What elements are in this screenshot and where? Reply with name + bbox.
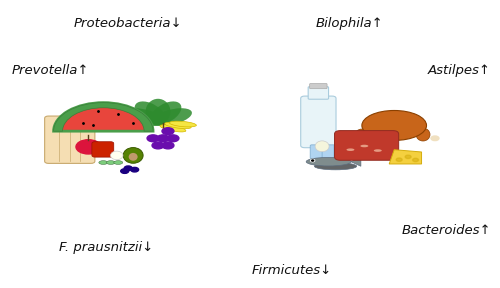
Circle shape <box>310 159 314 162</box>
Ellipse shape <box>134 101 166 125</box>
Ellipse shape <box>160 125 186 132</box>
Ellipse shape <box>416 128 430 141</box>
FancyBboxPatch shape <box>92 142 114 157</box>
Text: Proteobacteria↓: Proteobacteria↓ <box>74 17 182 30</box>
Circle shape <box>431 136 439 141</box>
Polygon shape <box>351 157 361 166</box>
FancyBboxPatch shape <box>334 130 398 160</box>
Ellipse shape <box>124 108 165 126</box>
Ellipse shape <box>146 99 171 124</box>
Ellipse shape <box>355 129 369 142</box>
Text: Firmicutes↓: Firmicutes↓ <box>252 264 332 277</box>
Text: F. prausnitzii↓: F. prausnitzii↓ <box>58 241 153 254</box>
Circle shape <box>405 155 411 159</box>
Circle shape <box>120 169 128 173</box>
Ellipse shape <box>360 145 368 147</box>
Ellipse shape <box>315 141 329 152</box>
Ellipse shape <box>114 161 122 164</box>
FancyBboxPatch shape <box>300 96 336 148</box>
Ellipse shape <box>151 108 192 126</box>
Circle shape <box>312 160 314 161</box>
FancyBboxPatch shape <box>308 87 328 99</box>
Circle shape <box>76 140 101 154</box>
Ellipse shape <box>346 148 354 151</box>
Ellipse shape <box>106 161 116 164</box>
Text: Bilophila↑: Bilophila↑ <box>316 17 384 30</box>
Ellipse shape <box>99 161 108 164</box>
Text: Astilpes↑: Astilpes↑ <box>428 64 491 77</box>
Circle shape <box>167 135 179 142</box>
Circle shape <box>130 167 138 172</box>
FancyBboxPatch shape <box>334 145 348 159</box>
Circle shape <box>147 135 159 142</box>
Ellipse shape <box>123 147 143 163</box>
Ellipse shape <box>314 163 356 170</box>
FancyBboxPatch shape <box>44 116 95 163</box>
Wedge shape <box>54 103 153 131</box>
Polygon shape <box>389 150 422 164</box>
Text: Bacteroides↑: Bacteroides↑ <box>402 224 491 237</box>
Circle shape <box>162 128 174 134</box>
Circle shape <box>124 166 132 170</box>
Circle shape <box>412 158 418 162</box>
Ellipse shape <box>128 153 138 161</box>
FancyBboxPatch shape <box>310 84 327 89</box>
Circle shape <box>396 158 402 161</box>
Ellipse shape <box>170 121 196 127</box>
Circle shape <box>152 142 164 149</box>
Ellipse shape <box>362 111 426 141</box>
Circle shape <box>162 142 174 149</box>
Ellipse shape <box>150 101 182 125</box>
Circle shape <box>157 135 169 142</box>
Wedge shape <box>54 103 153 131</box>
FancyBboxPatch shape <box>310 145 324 159</box>
Text: Prevotella↑: Prevotella↑ <box>12 64 89 77</box>
Ellipse shape <box>306 158 351 166</box>
Circle shape <box>346 137 354 141</box>
Ellipse shape <box>110 151 123 160</box>
FancyBboxPatch shape <box>322 145 336 159</box>
Ellipse shape <box>374 149 382 152</box>
Ellipse shape <box>164 122 191 129</box>
